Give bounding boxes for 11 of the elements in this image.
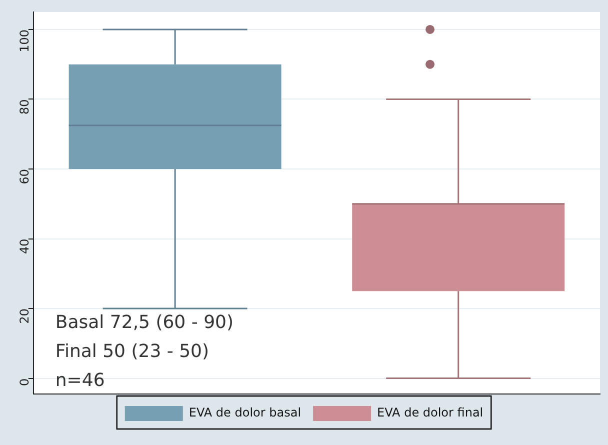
y-tick-label: 100: [18, 29, 32, 52]
annotation: Basal 72,5 (60 - 90): [55, 312, 234, 333]
y-tick-label: 0: [18, 378, 32, 386]
legend-label: EVA de dolor basal: [188, 406, 302, 420]
annotation: Final 50 (23 - 50): [55, 341, 210, 362]
y-tick-label: 40: [18, 238, 32, 254]
legend-label: EVA de dolor final: [377, 406, 484, 420]
y-tick-label: 20: [18, 308, 32, 324]
y-tick-label: 80: [18, 99, 32, 114]
y-tick-label: 60: [18, 168, 32, 184]
annotation: n=46: [55, 370, 105, 391]
